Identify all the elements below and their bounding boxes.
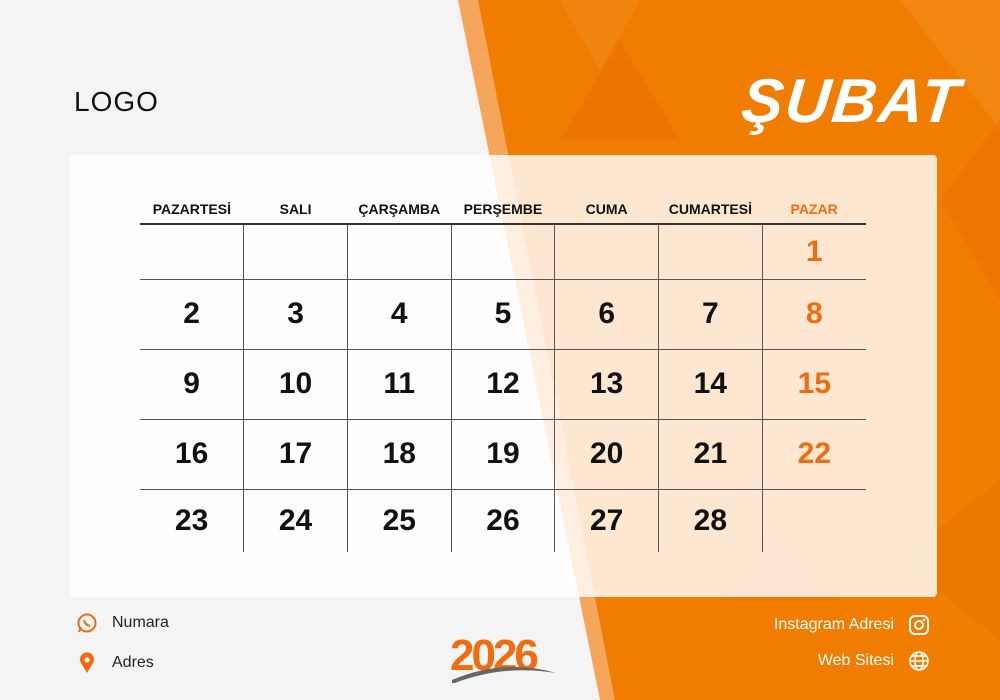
day-cell: 21 <box>658 419 763 490</box>
day-cell: 2 <box>140 279 244 350</box>
weekday-header: CUMARTESİ <box>658 195 763 225</box>
phone-label: Numara <box>112 614 169 631</box>
calendar-grid: PAZARTESİ SALI ÇARŞAMBA PERŞEMBE CUMA CUMARTE… <box>140 195 866 552</box>
day-cell: 14 <box>658 349 763 420</box>
address-contact: Adres <box>76 652 154 674</box>
week-row: 9 10 11 12 13 14 15 <box>140 349 866 420</box>
year-logo: 2026 <box>450 631 556 683</box>
day-cell <box>658 224 763 280</box>
day-cell: 15 <box>761 349 866 420</box>
day-cell <box>243 224 348 280</box>
web-label: Web Sitesi <box>817 652 894 669</box>
day-cell: 8 <box>761 279 866 350</box>
instagram-icon <box>908 614 930 636</box>
day-cell: 13 <box>554 349 659 420</box>
day-cell <box>346 224 452 280</box>
instagram-contact: Instagram Adresi <box>774 614 930 636</box>
month-title: ŞUBAT <box>738 67 965 136</box>
day-cell: 26 <box>450 489 555 552</box>
day-cell: 6 <box>554 279 659 350</box>
day-cell: 28 <box>658 489 763 552</box>
day-cell: 27 <box>554 489 659 552</box>
day-cell: 18 <box>346 419 452 490</box>
day-cell: 4 <box>346 279 452 350</box>
web-contact: Web Sitesi <box>818 650 930 672</box>
day-cell <box>140 224 244 280</box>
instagram-label: Instagram Adresi <box>773 616 894 633</box>
day-cell: 7 <box>658 279 763 350</box>
location-pin-icon <box>76 652 98 674</box>
day-cell: 10 <box>243 349 348 420</box>
weekday-header: PAZARTESİ <box>140 195 244 225</box>
day-cell <box>450 224 555 280</box>
day-cell: 12 <box>450 349 555 420</box>
week-row: 1 <box>140 224 866 280</box>
day-cell: 1 <box>761 224 866 280</box>
logo-placeholder: LOGO <box>74 86 159 117</box>
day-cell: 11 <box>346 349 452 420</box>
weekday-header: ÇARŞAMBA <box>347 195 452 225</box>
weekday-header: CUMA <box>554 195 659 225</box>
year-text: 2026 <box>450 631 537 680</box>
day-cell: 24 <box>243 489 348 552</box>
day-cell <box>554 224 659 280</box>
day-cell: 5 <box>450 279 555 350</box>
day-cell: 20 <box>554 419 659 490</box>
week-row: 23 24 25 26 27 28 <box>140 489 866 552</box>
phone-contact: Numara <box>76 612 169 634</box>
globe-icon <box>908 650 930 672</box>
day-cell: 23 <box>174 503 209 537</box>
day-cell: 16 <box>140 419 244 490</box>
whatsapp-icon <box>76 612 98 634</box>
weekday-header: SALI <box>243 195 348 225</box>
address-label: Adres <box>112 654 154 671</box>
weekday-header: PAZAR <box>762 195 866 225</box>
day-cell <box>761 489 866 552</box>
day-cell: 25 <box>346 489 452 552</box>
day-cell: 22 <box>761 419 866 490</box>
day-cell: 3 <box>243 279 348 350</box>
day-cell: 19 <box>450 419 555 490</box>
week-row: 16 17 18 19 20 21 22 <box>140 419 866 490</box>
day-cell: 9 <box>140 349 244 420</box>
weekday-header: PERŞEMBE <box>451 195 555 225</box>
day-cell: 17 <box>243 419 348 490</box>
